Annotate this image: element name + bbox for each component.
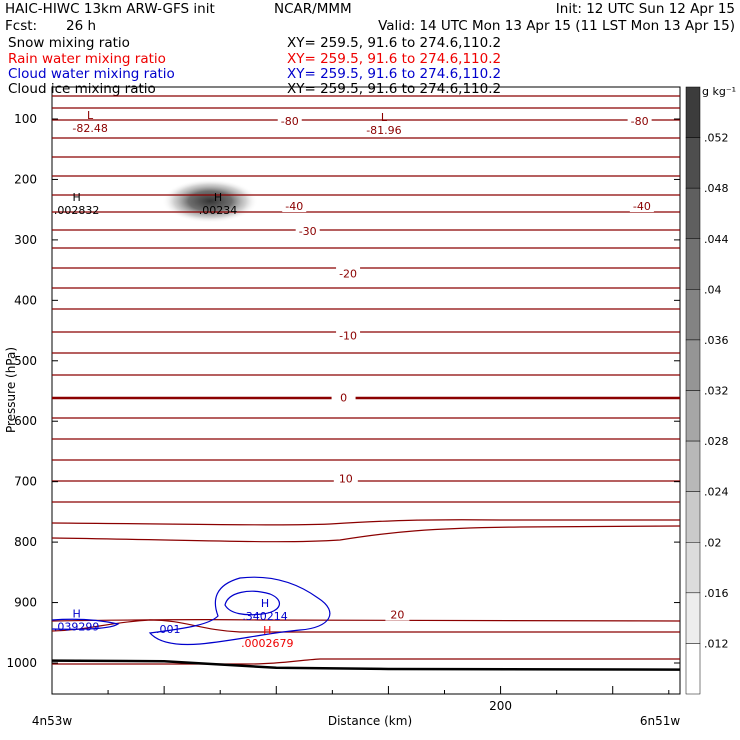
colorbar-unit: g kg⁻¹	[702, 85, 736, 98]
center-label: NCAR/MMM	[274, 1, 352, 17]
y-axis-title: Pressure (hPa)	[4, 347, 18, 433]
colorbar-tick-label: .052	[704, 132, 729, 145]
temperature-contour-label: -30	[299, 225, 317, 238]
temperature-contour-label: 0	[340, 392, 347, 405]
x-axis-title: Distance (km)	[328, 714, 412, 728]
contour-label-bg	[277, 113, 302, 127]
extremum-value-label: -81.96	[366, 124, 401, 137]
cloud-water-contour	[148, 576, 331, 646]
colorbar-tick-label: .04	[704, 283, 722, 296]
contour-label-bg	[385, 607, 410, 621]
colorbar-segment	[685, 339, 701, 391]
temperature-contour-label: -80	[281, 115, 299, 128]
temperature-contour-label: 10	[339, 473, 353, 486]
cloud-water-contour-label: .001	[156, 623, 181, 636]
contour-label-bg	[295, 223, 320, 237]
colorbar-tick-label: .032	[704, 385, 729, 398]
extremum-marker-H: H	[73, 191, 81, 204]
contour-label-bg	[333, 471, 358, 485]
x-left-endpoint: 4n53w	[32, 714, 73, 728]
colorbar-segment	[685, 86, 701, 138]
field-name-3: Cloud water mixing ratio	[8, 66, 175, 82]
colorbar-segment	[685, 137, 701, 189]
contour-label-bg	[282, 199, 307, 213]
colorbar-tick-label: .012	[704, 637, 729, 650]
field-xy-4: XY= 259.5, 91.6 to 274.6,110.2	[287, 81, 501, 97]
colorbar-tick-label: .024	[704, 486, 729, 499]
y-tick-label: 700	[14, 475, 37, 489]
y-tick-label: 300	[14, 233, 37, 247]
y-tick-label: 100	[14, 112, 37, 126]
x-right-endpoint: 6n51w	[640, 714, 681, 728]
extremum-marker-L: L	[381, 111, 388, 124]
extremum-value-label: .002832	[54, 204, 100, 217]
init-time: Init: 12 UTC Sun 12 Apr 15	[556, 1, 735, 17]
colorbar-tick-label: .048	[704, 182, 729, 195]
colorbar-tick-label: .044	[704, 233, 729, 246]
temperature-contour-label: -20	[339, 268, 357, 281]
colorbar-segment	[685, 542, 701, 594]
colorbar-tick-label: .036	[704, 334, 729, 347]
field-name-1: Snow mixing ratio	[8, 35, 130, 51]
extremum-marker-H: H	[263, 624, 271, 637]
colorbar-segment	[685, 187, 701, 240]
colorbar-segment	[685, 238, 701, 290]
colorbar-segment	[685, 491, 701, 543]
y-tick-label: 800	[14, 535, 37, 549]
temperature-contour-label: 20	[390, 609, 404, 622]
colorbar-tick-label: .016	[704, 587, 729, 600]
chart-title: HAIC-HIWC 13km ARW-GFS init	[5, 1, 215, 17]
extremum-value-label: .039299	[54, 621, 100, 634]
contour-label-bg	[331, 390, 356, 404]
y-tick-label: 400	[14, 293, 37, 307]
y-tick-label: 900	[14, 596, 37, 610]
extremum-value-label: .0002679	[241, 637, 294, 650]
extremum-marker-H: H	[261, 597, 269, 610]
field-xy-1: XY= 259.5, 91.6 to 274.6,110.2	[287, 35, 501, 51]
contour-label-bg	[627, 113, 652, 127]
colorbar-tick-label: .02	[704, 536, 722, 549]
temperature-contour-label: -80	[631, 115, 649, 128]
colorbar-segment	[685, 440, 701, 492]
temperature-contour	[51, 618, 681, 622]
colorbar-segment	[685, 390, 701, 442]
field-name-4: Cloud ice mixing ratio	[8, 81, 156, 97]
fcst-value: 26 h	[66, 18, 96, 34]
plot-frame	[51, 86, 681, 695]
temperature-contour	[51, 519, 680, 526]
temperature-contour-label: -40	[633, 200, 651, 213]
extremum-value-label: .00234	[199, 204, 238, 217]
temperature-contour	[51, 525, 681, 543]
valid-time: Valid: 14 UTC Mon 13 Apr 15 (11 LST Mon …	[378, 18, 735, 34]
temperature-contour-label: -10	[339, 329, 357, 342]
fcst-label: Fcst:	[5, 18, 37, 34]
extremum-value-label: .340214	[242, 610, 288, 623]
colorbar-tick-label: .028	[704, 435, 729, 448]
x-tick-label: 200	[489, 699, 512, 713]
surface-pressure-line	[51, 659, 681, 671]
extremum-marker-L: L	[87, 109, 94, 122]
y-tick-label: 1000	[6, 656, 37, 670]
cloud-water-contour	[51, 618, 120, 630]
extremum-value-label: -82.48	[72, 122, 107, 135]
temperature-contour	[52, 658, 680, 665]
colorbar-segment	[685, 643, 701, 695]
y-tick-label: 500	[14, 354, 37, 368]
temperature-contour-label: -40	[285, 200, 303, 213]
extremum-marker-H: H	[214, 191, 222, 204]
field-xy-3: XY= 259.5, 91.6 to 274.6,110.2	[287, 66, 501, 82]
colorbar-segment	[685, 289, 701, 341]
contour-label-bg	[336, 266, 361, 280]
field-name-2: Rain water mixing ratio	[8, 51, 166, 67]
contour-label-bg	[629, 199, 654, 213]
cloud-water-contour	[224, 590, 280, 616]
y-tick-label: 200	[14, 172, 37, 186]
temperature-contour	[51, 619, 680, 633]
extremum-marker-H: H	[73, 608, 81, 621]
y-tick-label: 600	[14, 414, 37, 428]
contour-label-bg	[336, 328, 361, 342]
field-xy-2: XY= 259.5, 91.6 to 274.6,110.2	[287, 51, 501, 67]
colorbar-segment	[685, 592, 701, 644]
